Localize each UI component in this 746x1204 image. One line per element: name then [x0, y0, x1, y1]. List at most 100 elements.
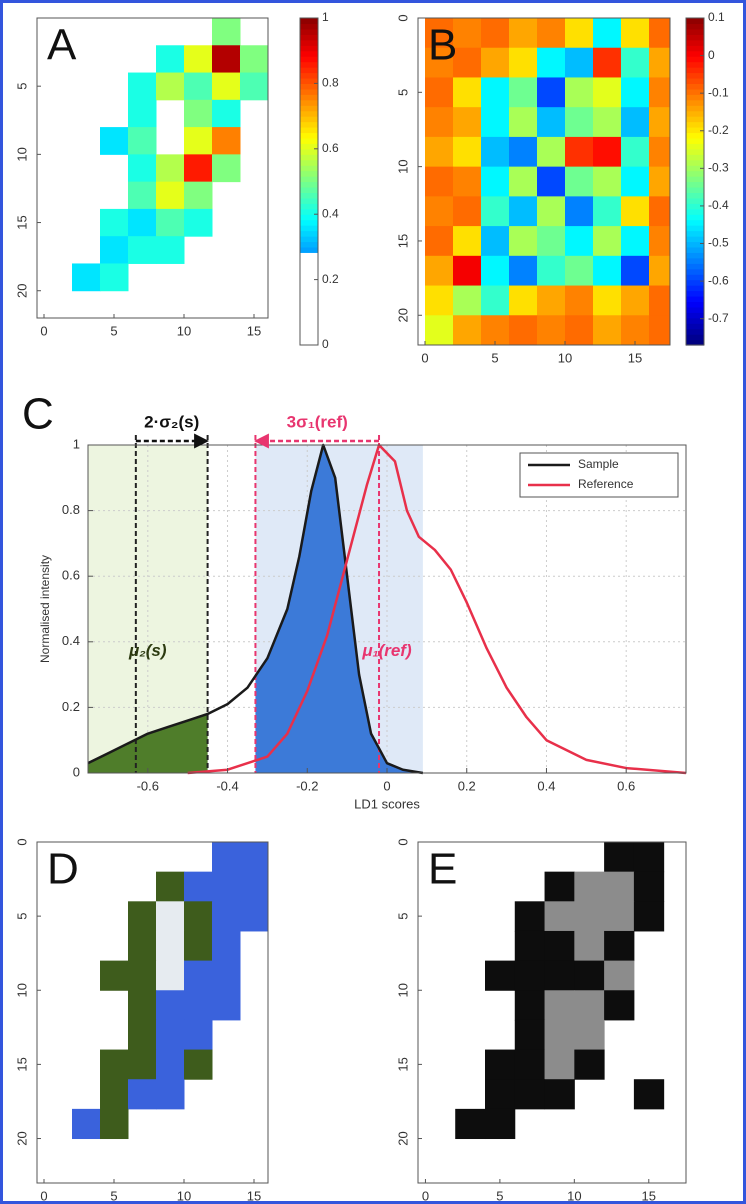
cell	[212, 930, 241, 962]
cell	[453, 18, 482, 49]
colorbar-segment	[300, 306, 318, 313]
cell	[425, 18, 454, 49]
colorbar-segment	[686, 45, 704, 52]
colorbar-segment	[300, 301, 318, 308]
cell	[537, 285, 566, 316]
x-tick-label: 0	[383, 778, 390, 793]
colorbar-segment	[300, 88, 318, 95]
colorbar-segment	[300, 323, 318, 330]
colorbar-segment	[686, 192, 704, 199]
cell	[128, 960, 157, 991]
cell	[240, 842, 268, 873]
cell	[156, 154, 185, 183]
colorbar-segment	[686, 312, 704, 319]
colorbar-segment	[300, 18, 318, 25]
y-tick-label: 0.6	[62, 568, 80, 583]
arrow-label: 3σ₁(ref)	[287, 412, 348, 431]
colorbar-segment	[300, 290, 318, 297]
cell	[184, 208, 213, 237]
cell	[425, 47, 454, 78]
x-axis-label: LD1 scores	[354, 796, 420, 811]
cell	[593, 196, 622, 227]
colorbar-segment	[686, 197, 704, 204]
cell	[453, 77, 482, 108]
colorbar-segment	[300, 328, 318, 335]
cell	[649, 255, 670, 287]
colorbar-segment	[300, 154, 318, 161]
cell	[453, 315, 482, 345]
cell	[509, 77, 538, 108]
colorbar-frame	[299, 17, 319, 346]
cell	[184, 1049, 213, 1080]
y-tick-label: 20	[395, 1131, 410, 1145]
colorbar-segment	[686, 154, 704, 161]
cell	[537, 18, 566, 49]
cell	[514, 1049, 546, 1080]
cell	[544, 960, 575, 991]
colorbar-segment	[300, 186, 318, 193]
cell	[100, 960, 129, 991]
colorbar-segment	[300, 295, 318, 302]
cell	[565, 166, 594, 197]
y-tick-label: 5	[14, 913, 29, 920]
colorbar-segment	[686, 132, 704, 139]
colorbar-segment	[686, 116, 704, 123]
y-tick-label: 0	[395, 838, 410, 845]
cell	[537, 107, 566, 138]
colorbar-segment	[300, 94, 318, 101]
cell	[212, 45, 241, 74]
cell	[649, 47, 670, 78]
cell	[649, 77, 670, 108]
cell	[156, 930, 185, 962]
x-tick-label: 5	[110, 323, 117, 338]
colorbar-segment	[686, 295, 704, 302]
x-tick-label: 5	[496, 1188, 503, 1203]
cell	[212, 127, 241, 155]
colorbar-segment	[686, 83, 704, 90]
cell	[425, 107, 454, 138]
x-tick-label: 0	[40, 1188, 47, 1203]
plot-frame	[36, 17, 269, 319]
colorbar-segment	[686, 230, 704, 237]
cell	[453, 47, 482, 78]
colorbar-segment	[300, 285, 318, 292]
colorbar-segment	[300, 263, 318, 270]
cell	[593, 47, 622, 78]
cell	[621, 255, 650, 287]
colorbar-segment	[686, 301, 704, 308]
colorbar-segment	[686, 170, 704, 177]
colorbar-segment	[686, 246, 704, 253]
cell	[100, 1108, 129, 1140]
colorbar-tick-label: 0.6	[322, 141, 339, 155]
y-tick-label: 5	[395, 89, 410, 96]
y-tick-label: 15	[395, 234, 410, 248]
cell	[621, 107, 650, 138]
x-tick-label: -0.6	[137, 778, 159, 793]
colorbar-segment	[300, 143, 318, 150]
cell	[100, 236, 129, 264]
colorbar-segment	[686, 334, 704, 341]
colorbar-segment	[300, 268, 318, 275]
colorbar-segment	[300, 110, 318, 117]
colorbar-segment	[686, 252, 704, 259]
y-tick-label: 20	[14, 283, 29, 297]
colorbar-segment	[686, 110, 704, 117]
cell	[633, 1079, 665, 1110]
colorbar-segment	[300, 176, 318, 183]
cell	[128, 127, 157, 155]
cell	[184, 45, 213, 74]
y-tick-label: 20	[395, 308, 410, 322]
colorbar-segment	[686, 176, 704, 183]
colorbar-segment	[300, 121, 318, 128]
cell	[574, 901, 605, 932]
cell	[156, 871, 185, 902]
colorbar-segment	[300, 257, 318, 264]
cell	[128, 154, 157, 183]
y-tick-label: 0	[14, 838, 29, 845]
y-tick-label: 0.4	[62, 633, 80, 648]
colorbar-segment	[300, 34, 318, 41]
cell	[156, 208, 185, 237]
x-tick-label: 0.4	[537, 778, 555, 793]
cell	[72, 263, 101, 292]
plot-frame	[417, 17, 671, 346]
